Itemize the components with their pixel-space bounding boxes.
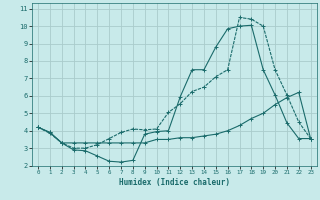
X-axis label: Humidex (Indice chaleur): Humidex (Indice chaleur) <box>119 178 230 187</box>
